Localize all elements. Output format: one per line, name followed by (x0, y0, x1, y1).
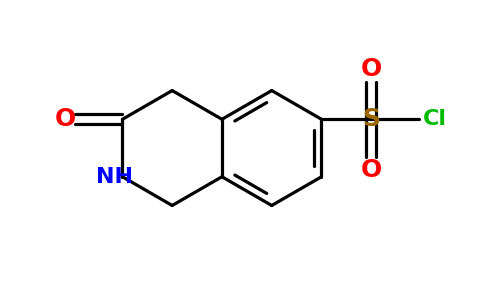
Text: O: O (54, 107, 76, 131)
Text: NH: NH (96, 167, 133, 187)
Text: Cl: Cl (423, 109, 446, 129)
Text: S: S (362, 107, 380, 131)
Text: O: O (361, 57, 382, 81)
Text: O: O (361, 158, 382, 182)
